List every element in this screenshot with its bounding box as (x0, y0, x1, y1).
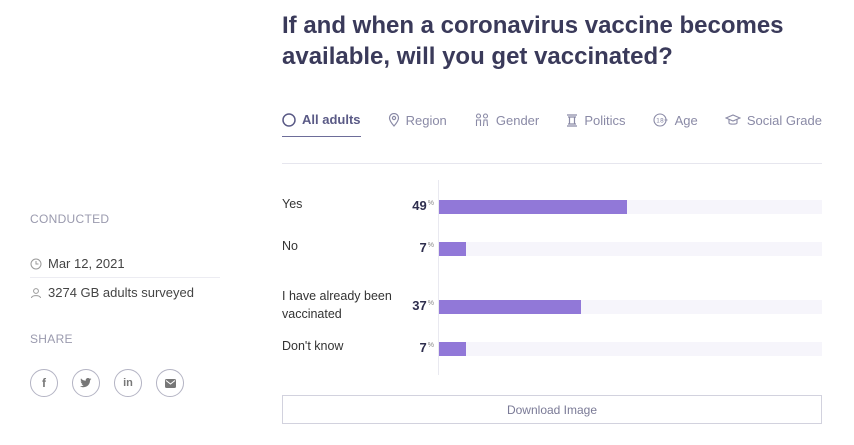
age-icon: 18 (653, 113, 668, 127)
value-number: 37 (412, 298, 427, 313)
breakdown-tabs: All adults Region Gender Politics (282, 112, 822, 137)
pillar-icon (567, 114, 578, 127)
conducted-label: CONDUCTED (30, 212, 110, 226)
tab-all-adults[interactable]: All adults (282, 112, 361, 137)
value-number: 49 (412, 198, 427, 213)
tab-gender[interactable]: Gender (474, 112, 539, 137)
facebook-icon: f (42, 376, 46, 390)
tab-label: All adults (302, 112, 361, 127)
category-label: Don't know (282, 339, 344, 353)
value-unit: % (427, 200, 434, 207)
share-linkedin-button[interactable]: in (114, 369, 142, 397)
bar (439, 342, 466, 356)
tab-politics[interactable]: Politics (566, 112, 626, 137)
result-chart: Yes 49% No 7% I have already been vaccinated… (282, 180, 822, 375)
value-unit: % (427, 242, 434, 249)
share-facebook-button[interactable]: f (30, 369, 58, 397)
clock-icon (30, 258, 42, 269)
chart-baseline (438, 180, 439, 375)
tab-social-grade[interactable]: Social Grade (724, 112, 822, 137)
gender-icon (475, 113, 488, 127)
tab-age[interactable]: 18 Age (653, 112, 698, 137)
bar (439, 200, 627, 214)
bar-track (439, 200, 822, 214)
value-label: 7% (420, 240, 434, 255)
circle-icon (282, 112, 296, 127)
survey-sample-text: 3274 GB adults surveyed (48, 285, 194, 300)
category-label: No (282, 239, 298, 253)
pin-icon (388, 113, 399, 127)
value-number: 7 (419, 340, 427, 355)
question-title: If and when a coronavirus vaccine become… (282, 12, 784, 70)
tab-label: Age (674, 112, 698, 128)
share-twitter-button[interactable] (72, 369, 100, 397)
tab-label: Politics (584, 112, 626, 128)
share-buttons: f in (30, 369, 184, 397)
survey-date: Mar 12, 2021 (30, 256, 125, 271)
email-icon (164, 378, 176, 388)
share-email-button[interactable] (156, 369, 184, 397)
linkedin-icon: in (123, 377, 133, 389)
bar-track (439, 300, 822, 314)
download-image-button[interactable]: Download Image (282, 395, 822, 424)
survey-sample: 3274 GB adults surveyed (30, 285, 194, 300)
value-unit: % (427, 300, 434, 307)
value-number: 7 (419, 240, 427, 255)
tab-label: Region (405, 112, 447, 128)
category-label: I have already been vaccinated (282, 289, 392, 321)
bar (439, 300, 581, 314)
tab-label: Gender (495, 112, 540, 128)
twitter-icon (80, 378, 92, 388)
tab-label: Social Grade (746, 112, 822, 128)
value-label: 7% (420, 340, 434, 355)
value-unit: % (427, 342, 434, 349)
bar-track (439, 242, 822, 256)
bar-track (439, 342, 822, 356)
svg-text:18: 18 (656, 118, 664, 125)
category-label: Yes (282, 197, 303, 211)
tab-region[interactable]: Region (388, 112, 447, 137)
tabs-divider (282, 163, 822, 164)
meta-divider (30, 277, 220, 278)
survey-date-text: Mar 12, 2021 (48, 256, 125, 271)
value-label: 37% (412, 298, 434, 313)
share-label: SHARE (30, 332, 73, 346)
value-label: 49% (412, 198, 434, 213)
bar (439, 242, 466, 256)
graduation-cap-icon (724, 114, 741, 125)
person-icon (31, 287, 41, 298)
